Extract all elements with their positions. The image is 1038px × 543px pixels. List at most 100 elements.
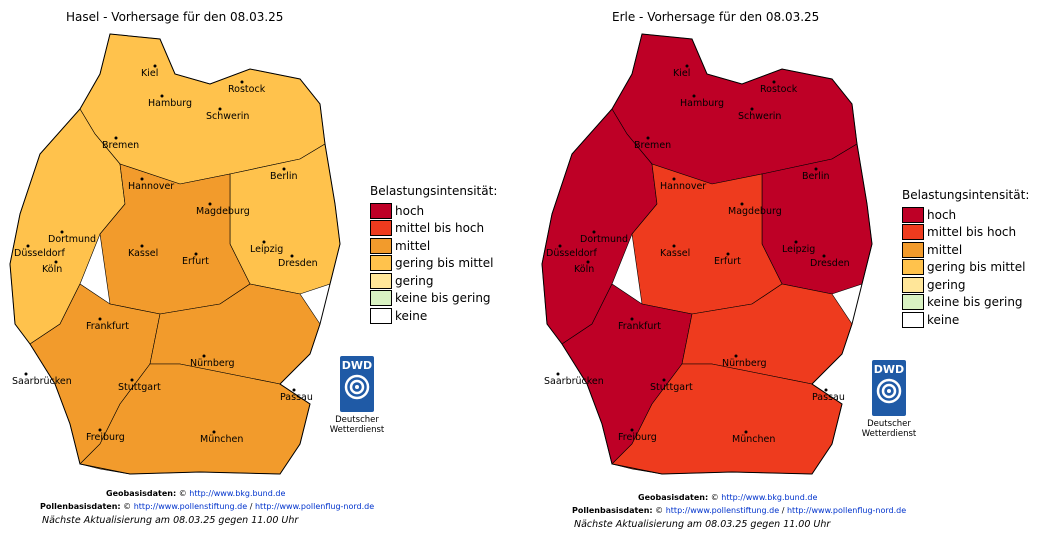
legend-item: gering bis mittel xyxy=(370,255,497,273)
legend-swatch xyxy=(902,241,924,258)
dwd-logo-block: DWD Deutscher Wetterdienst xyxy=(859,360,919,439)
city-dot xyxy=(592,230,596,234)
panel-erle: Erle - Vorhersage für den 08.03.25 Kiel R… xyxy=(532,0,1038,543)
city-label: Bremen xyxy=(634,140,671,151)
legend-label: gering xyxy=(927,277,966,292)
dwd-name: Deutscher Wetterdienst xyxy=(329,415,385,435)
link-bkg[interactable]: http://www.bkg.bund.de xyxy=(721,493,818,502)
city-dot xyxy=(672,244,676,248)
city-dot xyxy=(24,372,28,376)
city-label: Köln xyxy=(574,264,594,275)
city-dot xyxy=(794,240,798,244)
dwd-swirl-icon xyxy=(876,378,902,404)
link-pollenstiftung[interactable]: http://www.pollenstiftung.de xyxy=(133,502,248,511)
link-pollenstiftung[interactable]: http://www.pollenstiftung.de xyxy=(665,506,780,515)
legend-item: hoch xyxy=(902,206,1029,224)
legend-swatch xyxy=(370,290,392,307)
city-dot xyxy=(662,378,666,382)
legend-swatch xyxy=(370,220,392,237)
legend-item: keine bis gering xyxy=(370,290,497,308)
country-border xyxy=(9,33,341,475)
city-dot xyxy=(114,136,118,140)
city-label: Hannover xyxy=(660,181,706,192)
city-label: Dortmund xyxy=(48,234,96,245)
city-label: Freiburg xyxy=(86,432,125,443)
city-dot xyxy=(208,202,212,206)
legend-label: keine bis gering xyxy=(395,291,491,306)
legend-label: keine xyxy=(927,312,960,327)
germany-map-hasel: Kiel Rostock Hamburg Schwerin Bremen Berlin Ha… xyxy=(9,33,341,475)
city-label: Hamburg xyxy=(680,98,724,109)
legend-item: hoch xyxy=(370,202,497,220)
city-dot xyxy=(824,388,828,392)
legend-item: keine xyxy=(370,307,497,325)
city-dot xyxy=(672,177,676,181)
city-dot xyxy=(814,167,818,171)
city-dot xyxy=(726,252,730,256)
link-pollenflug-nord[interactable]: http://www.pollenflug-nord.de xyxy=(786,506,907,515)
legend-label: keine bis gering xyxy=(927,295,1023,310)
city-dot xyxy=(750,107,754,111)
footer-pollen: Pollenbasisdaten: © http://www.pollensti… xyxy=(572,506,907,515)
city-dot xyxy=(194,252,198,256)
update-notice: Nächste Aktualisierung am 08.03.25 gegen… xyxy=(574,519,831,530)
legend-label: gering bis mittel xyxy=(927,260,1026,275)
city-dot xyxy=(556,372,560,376)
legend-label: mittel xyxy=(395,238,431,253)
legend: Belastungsintensität: hoch mittel bis hoc… xyxy=(370,184,497,325)
city-dot xyxy=(646,136,650,140)
legend-label: mittel bis hoch xyxy=(395,221,485,236)
city-label: Dortmund xyxy=(580,234,628,245)
city-dot xyxy=(130,378,134,382)
city-label: Passau xyxy=(280,392,313,403)
city-label: Düsseldorf xyxy=(14,248,65,259)
dwd-logo: DWD xyxy=(340,356,374,412)
city-label: Stuttgart xyxy=(650,382,693,393)
city-label: Frankfurt xyxy=(86,321,129,332)
legend-swatch xyxy=(902,311,924,328)
legend-item: gering xyxy=(370,272,497,290)
legend-swatch xyxy=(902,259,924,276)
city-label: Köln xyxy=(42,264,62,275)
city-dot xyxy=(212,430,216,434)
city-label: Nürnberg xyxy=(722,358,767,369)
city-label: Frankfurt xyxy=(618,321,661,332)
city-label: München xyxy=(200,434,243,445)
city-dot xyxy=(54,260,58,264)
footer-geo: Geobasisdaten: © http://www.bkg.bund.de xyxy=(106,489,286,498)
city-dot xyxy=(692,94,696,98)
legend-item: mittel bis hoch xyxy=(902,224,1029,242)
legend-swatch xyxy=(370,237,392,254)
city-label: Kiel xyxy=(141,68,158,79)
link-bkg[interactable]: http://www.bkg.bund.de xyxy=(189,489,286,498)
legend-swatch xyxy=(370,255,392,272)
link-pollenflug-nord[interactable]: http://www.pollenflug-nord.de xyxy=(254,502,375,511)
city-dot xyxy=(218,107,222,111)
panel-hasel: Hasel - Vorhersage für den 08.03.25 Kiel… xyxy=(9,10,497,526)
germany-map-erle: Kiel Rostock Hamburg Schwerin Bremen Berlin Ha… xyxy=(541,33,873,475)
map-title: Hasel - Vorhersage für den 08.03.25 xyxy=(66,10,284,24)
city-dot xyxy=(822,254,826,258)
city-dot xyxy=(140,177,144,181)
dwd-logo-block: DWD Deutscher Wetterdienst xyxy=(327,356,387,435)
footer-geo: Geobasisdaten: © http://www.bkg.bund.de xyxy=(638,493,818,502)
city-dot xyxy=(98,317,102,321)
dwd-logo: DWD xyxy=(872,360,906,416)
legend-item: keine bis gering xyxy=(902,294,1029,312)
city-label: Hamburg xyxy=(148,98,192,109)
legend-label: keine xyxy=(395,308,428,323)
legend-item: gering xyxy=(902,276,1029,294)
legend-label: gering bis mittel xyxy=(395,256,494,271)
legend-swatch xyxy=(902,206,924,223)
city-label: Berlin xyxy=(270,171,298,182)
legend-swatch xyxy=(370,272,392,289)
city-dot xyxy=(26,244,30,248)
city-label: Kiel xyxy=(673,68,690,79)
city-label: Passau xyxy=(812,392,845,403)
legend-item: gering bis mittel xyxy=(902,259,1029,277)
legend-item: mittel xyxy=(902,241,1029,259)
city-dot xyxy=(98,428,102,432)
city-label: Schwerin xyxy=(206,111,249,122)
legend-item: mittel bis hoch xyxy=(370,220,497,238)
legend-items: hoch mittel bis hoch mittel gering bis mitt… xyxy=(902,206,1029,329)
